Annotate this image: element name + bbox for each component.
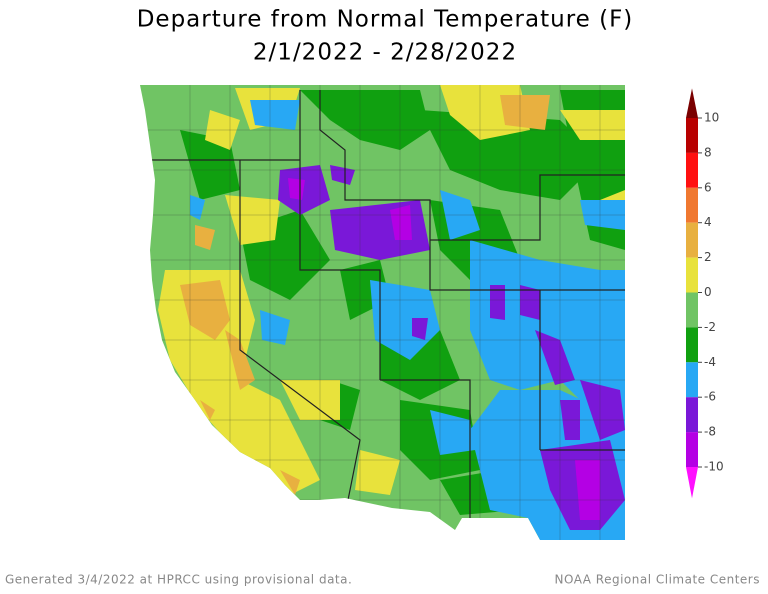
colorbar-tick-label: -6	[704, 390, 716, 404]
colorbar-segment	[686, 257, 698, 293]
colorbar-tick-label: 0	[704, 285, 712, 299]
colorbar: 10 8 6 4 2 0 -2 -4 -6 -8 -10	[686, 88, 724, 499]
colorbar-tick-label: 6	[704, 180, 712, 194]
colorbar-segment	[686, 397, 698, 433]
colorbar-tick-label: -8	[704, 425, 716, 439]
subtitle: 2/1/2022 - 2/28/2022	[253, 40, 517, 66]
colorbar-segment	[686, 222, 698, 258]
title: Departure from Normal Temperature (F)	[137, 7, 634, 33]
colorbar-tick-label: 2	[704, 250, 712, 264]
colorbar-tick-label: 8	[704, 145, 712, 159]
colorbar-segment	[686, 118, 698, 153]
colorbar-triangle	[686, 467, 698, 499]
colorbar-segment	[686, 432, 698, 467]
colorbar-segment	[686, 292, 698, 328]
colorbar-segment	[686, 327, 698, 363]
footer-left: Generated 3/4/2022 at HPRCC using provis…	[5, 573, 352, 587]
colorbar-segment	[686, 187, 698, 223]
colorbar-segment	[686, 362, 698, 398]
temperature-map	[140, 85, 625, 540]
colorbar-tick-label: -2	[704, 320, 716, 334]
colorbar-triangle	[686, 88, 698, 118]
footer-right: NOAA Regional Climate Centers	[555, 573, 761, 587]
colorbar-tick-label: 10	[704, 111, 719, 125]
colorbar-tick-label: -10	[704, 460, 724, 474]
colorbar-tick-label: -4	[704, 355, 716, 369]
colorbar-tick-label: 4	[704, 215, 712, 229]
colorbar-segment	[686, 152, 698, 188]
